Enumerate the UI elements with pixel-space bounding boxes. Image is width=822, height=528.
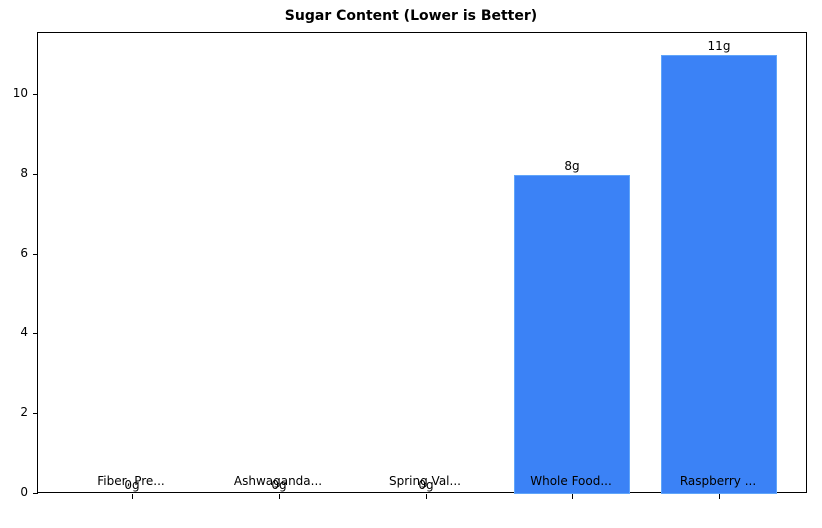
y-tick-label: 6 (20, 245, 28, 260)
y-tick-label: 0 (20, 485, 28, 499)
y-tick (33, 93, 38, 95)
chart-title: Sugar Content (Lower is Better) (284, 8, 538, 24)
y-tick-label: 10 (12, 85, 28, 100)
y-tick-label: 8 (20, 165, 28, 180)
x-tick (279, 494, 280, 499)
x-tick-label: Fiber, Pre... (97, 474, 165, 488)
bar (661, 54, 777, 494)
x-tick (719, 494, 720, 499)
x-tick-label: Raspberry ... (679, 474, 757, 488)
x-tick-label: Ashwaganda... (233, 474, 323, 488)
value-label: 0g (418, 478, 434, 492)
y-tick (33, 253, 38, 255)
y-tick (33, 493, 38, 494)
x-tick (426, 494, 427, 499)
plot-area: 0 2 4 6 8 10 0g 0g 0g 8g 11g (13, 32, 807, 499)
value-label: 8g (564, 158, 580, 173)
y-tick (33, 333, 38, 335)
x-tick (572, 494, 573, 499)
value-label: 0g (124, 478, 140, 492)
y-tick (33, 413, 38, 415)
value-label: 0g (271, 478, 287, 492)
y-tick-label: 2 (20, 405, 28, 420)
value-label: 11g (707, 38, 731, 53)
bar (514, 174, 630, 494)
y-tick (33, 173, 38, 175)
x-tick (132, 494, 133, 499)
x-tick-label: Spring Val... (389, 474, 461, 488)
y-tick-label: 4 (20, 325, 28, 340)
x-tick-label: Whole Food... (530, 474, 612, 488)
